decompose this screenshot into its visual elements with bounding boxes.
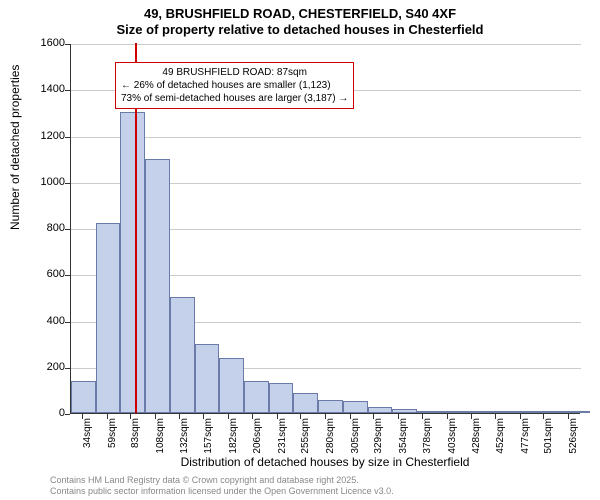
x-tick-label: 452sqm [495, 418, 506, 468]
y-tick-mark [65, 44, 70, 45]
y-tick-mark [65, 414, 70, 415]
x-tick-label: 305sqm [350, 418, 361, 468]
histogram-bar [565, 411, 590, 413]
x-tick-label: 231sqm [277, 418, 288, 468]
y-axis-label: Number of detached properties [8, 65, 22, 230]
gridline-h [71, 44, 581, 45]
histogram-bar [368, 407, 393, 413]
x-tick-label: 206sqm [252, 418, 263, 468]
footer-attribution: Contains HM Land Registry data © Crown c… [50, 475, 394, 497]
histogram-bar [491, 411, 516, 413]
histogram-bar [392, 409, 417, 413]
y-tick-mark [65, 368, 70, 369]
histogram-bar [96, 223, 121, 413]
y-tick-label: 600 [25, 268, 65, 280]
histogram-bar [442, 411, 467, 413]
x-tick-label: 329sqm [373, 418, 384, 468]
y-tick-label: 800 [25, 222, 65, 234]
y-tick-mark [65, 90, 70, 91]
histogram-bar [269, 383, 294, 413]
x-tick-label: 526sqm [568, 418, 579, 468]
y-tick-label: 1200 [25, 130, 65, 142]
histogram-bar [540, 411, 565, 413]
histogram-bar [195, 344, 220, 413]
histogram-bar [244, 381, 269, 413]
footer-line2: Contains public sector information licen… [50, 486, 394, 497]
x-tick-label: 378sqm [422, 418, 433, 468]
x-tick-label: 354sqm [398, 418, 409, 468]
y-tick-mark [65, 137, 70, 138]
histogram-bar [71, 381, 96, 413]
x-tick-label: 132sqm [179, 418, 190, 468]
annotation-line2: ← 26% of detached houses are smaller (1,… [121, 79, 348, 92]
histogram-bar [145, 159, 170, 413]
histogram-bar [318, 400, 343, 413]
footer-line1: Contains HM Land Registry data © Crown c… [50, 475, 394, 486]
y-tick-label: 1000 [25, 176, 65, 188]
y-tick-label: 0 [25, 407, 65, 419]
annotation-line1: 49 BRUSHFIELD ROAD: 87sqm [121, 66, 348, 79]
histogram-bar [466, 411, 491, 413]
reference-annotation: 49 BRUSHFIELD ROAD: 87sqm ← 26% of detac… [115, 62, 354, 109]
x-tick-label: 59sqm [107, 418, 118, 468]
x-tick-label: 182sqm [228, 418, 239, 468]
annotation-line3: 73% of semi-detached houses are larger (… [121, 92, 348, 105]
y-tick-label: 200 [25, 361, 65, 373]
x-tick-label: 501sqm [543, 418, 554, 468]
x-tick-label: 108sqm [155, 418, 166, 468]
histogram-bar [516, 411, 541, 413]
gridline-h [71, 137, 581, 138]
x-tick-label: 403sqm [447, 418, 458, 468]
x-tick-label: 428sqm [471, 418, 482, 468]
y-tick-mark [65, 229, 70, 230]
histogram-bar [170, 297, 195, 413]
y-tick-label: 1600 [25, 37, 65, 49]
y-tick-label: 400 [25, 315, 65, 327]
y-tick-label: 1400 [25, 83, 65, 95]
x-tick-label: 280sqm [325, 418, 336, 468]
chart-title-2: Size of property relative to detached ho… [0, 22, 600, 37]
y-tick-mark [65, 322, 70, 323]
chart-title-1: 49, BRUSHFIELD ROAD, CHESTERFIELD, S40 4… [0, 6, 600, 21]
x-tick-label: 83sqm [130, 418, 141, 468]
x-tick-label: 157sqm [203, 418, 214, 468]
x-tick-label: 477sqm [520, 418, 531, 468]
x-tick-label: 34sqm [82, 418, 93, 468]
y-tick-mark [65, 183, 70, 184]
histogram-bar [417, 411, 442, 413]
histogram-bar [219, 358, 244, 414]
x-tick-label: 255sqm [300, 418, 311, 468]
histogram-bar [293, 393, 318, 413]
histogram-bar [343, 401, 368, 413]
histogram-bar [120, 112, 145, 413]
y-tick-mark [65, 275, 70, 276]
